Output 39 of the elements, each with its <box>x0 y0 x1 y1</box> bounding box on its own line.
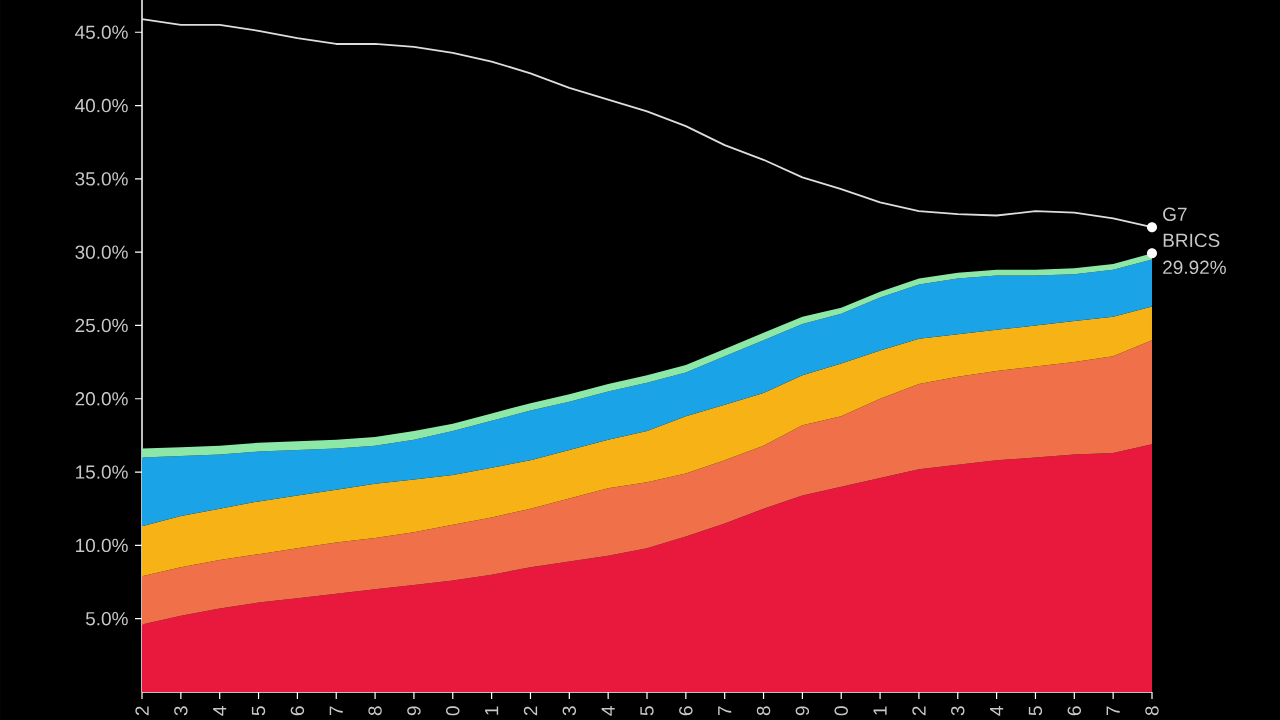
x-tick-label: 1 <box>873 706 887 715</box>
x-tick-label: 7 <box>1106 706 1120 716</box>
x-tick-label: 9 <box>795 706 810 716</box>
x-tick-label: 8 <box>756 706 771 716</box>
x-tick-label: 4 <box>990 706 1004 716</box>
y-tick-label: 25.0% <box>75 318 128 333</box>
x-tick-label: 2 <box>912 706 926 716</box>
x-tick-label: 6 <box>679 706 693 716</box>
x-tick-label: 4 <box>213 706 227 716</box>
text: 29.92% <box>1163 260 1226 275</box>
y-tick-label: 45.0% <box>75 25 128 39</box>
text: BRICS <box>1163 233 1220 248</box>
x-tick-label: 8 <box>1145 706 1159 716</box>
y-tick-label: 30.0% <box>75 245 128 259</box>
x-tick-label: 9 <box>407 706 421 716</box>
x-tick-label: 2 <box>523 706 538 716</box>
y-tick-label: 40.0% <box>75 98 128 113</box>
y-tick-label: 10.0% <box>76 538 128 553</box>
x-tick-label: 4 <box>601 706 615 716</box>
y-tick-label: 20.0% <box>75 392 128 406</box>
x-tick-label: 5 <box>1028 706 1043 716</box>
x-tick-label: 1 <box>485 706 499 715</box>
y-tick-label: 15.0% <box>76 465 128 479</box>
y-tick-label: 5.0% <box>85 611 128 626</box>
x-tick-label: 3 <box>951 706 965 716</box>
text: G7 <box>1163 207 1187 221</box>
x-tick-label: 3 <box>174 706 188 716</box>
x-tick-label: 2 <box>135 706 149 716</box>
x-tick-label: 0 <box>446 706 460 716</box>
x-tick-label: 6 <box>1067 706 1082 716</box>
x-tick-label: 0 <box>834 706 848 716</box>
x-tick-label: 8 <box>368 706 382 716</box>
x-tick-label: 7 <box>329 706 343 716</box>
x-tick-label: 3 <box>562 706 577 716</box>
x-tick-label: 7 <box>718 706 732 716</box>
x-tick-label: 6 <box>290 706 305 716</box>
x-tick-label: 5 <box>251 706 266 716</box>
y-tick-label: 35.0% <box>75 172 128 186</box>
x-tick-label: 5 <box>640 706 654 716</box>
